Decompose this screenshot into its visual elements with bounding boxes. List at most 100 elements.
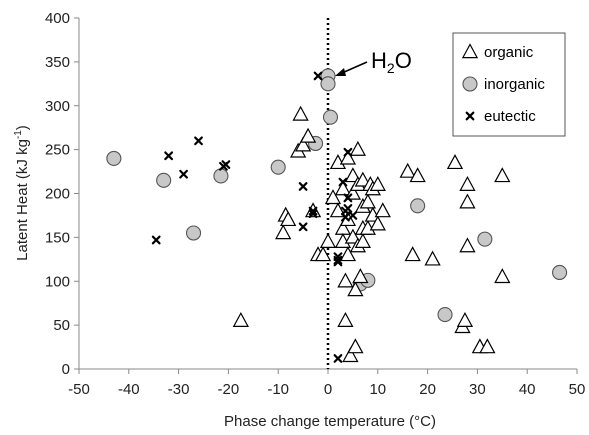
organic-point — [339, 149, 357, 165]
inorganic-point — [270, 159, 286, 175]
organic-point — [342, 347, 359, 363]
inorganic-point — [552, 264, 568, 281]
y-tick-label: 300 — [45, 98, 70, 115]
data-marks — [106, 68, 568, 363]
organic-point — [280, 211, 297, 227]
annotation-label-end: O — [395, 48, 412, 73]
y-axis: 0 50 100 150 200 250 300 350 400 — [45, 10, 79, 378]
organic-point — [347, 338, 364, 354]
eutectic-point — [343, 193, 353, 203]
water-annotation: H2O — [335, 48, 412, 76]
legend-marker-organic — [461, 43, 479, 59]
y-tick-label: 100 — [45, 273, 70, 290]
eutectic-point — [221, 160, 231, 169]
organic-point — [324, 189, 342, 205]
organic-point — [399, 162, 416, 178]
organic-point — [459, 237, 476, 253]
legend-label-organic: organic — [484, 44, 534, 61]
organic-point — [369, 175, 386, 191]
organic-point — [347, 281, 364, 297]
inorganic-point — [213, 168, 229, 184]
y-tick-label: 50 — [53, 317, 70, 334]
inorganic-point — [322, 109, 339, 125]
organic-point — [404, 246, 421, 262]
organic-point — [344, 167, 362, 183]
inorganic-point — [437, 307, 453, 323]
eutectic-point — [308, 206, 318, 216]
eutectic-point — [308, 209, 318, 219]
eutectic-point — [164, 151, 174, 161]
legend-marker-eutectic — [465, 111, 475, 121]
y-tick-label: 0 — [62, 361, 70, 378]
y-axis-title-end: ) — [14, 125, 31, 130]
organic-point — [409, 167, 426, 183]
eutectic-point — [341, 212, 350, 222]
x-tick-label: -20 — [218, 381, 240, 398]
y-axis-title-main: Latent Heat (kJ kg — [14, 139, 31, 261]
organic-point — [459, 175, 476, 191]
organic-point — [337, 311, 354, 327]
x-tick-label: 30 — [469, 381, 486, 398]
organic-point — [292, 105, 309, 121]
x-tick-label: 20 — [419, 381, 436, 398]
organic-point — [232, 311, 249, 327]
eutectic-point — [333, 354, 343, 363]
eutectic-point — [348, 211, 358, 220]
organic-point — [319, 233, 337, 248]
eutectic-point — [333, 257, 343, 267]
series-organic — [232, 105, 511, 363]
organic-point — [456, 311, 474, 327]
x-tick-label: -50 — [68, 381, 90, 398]
eutectic-point — [343, 147, 353, 157]
eutectic-point — [298, 222, 308, 232]
organic-point — [354, 171, 371, 187]
y-tick-label: 350 — [45, 54, 70, 71]
annotation-label: H2O — [371, 48, 412, 76]
x-tick-label: 50 — [569, 381, 586, 398]
organic-point — [344, 228, 362, 244]
legend-label-eutectic: eutectic — [484, 108, 536, 125]
organic-point — [275, 224, 292, 240]
x-axis: -50 -40 -30 -20 -10 0 10 20 30 40 50 — [68, 369, 585, 398]
organic-point — [337, 272, 354, 288]
inorganic-point — [410, 198, 426, 214]
eutectic-point — [313, 71, 323, 81]
eutectic-point — [151, 235, 161, 245]
organic-point — [314, 246, 332, 262]
y-axis-title-superscript: -1 — [13, 130, 24, 139]
y-axis-title: Latent Heat (kJ kg-1) — [13, 125, 31, 261]
organic-point — [339, 246, 357, 262]
organic-point — [299, 127, 317, 143]
organic-point — [446, 154, 464, 170]
eutectic-point — [179, 169, 188, 179]
organic-point — [374, 202, 391, 218]
legend-label-inorganic: inorganic — [484, 76, 545, 93]
x-tick-label: 0 — [324, 381, 332, 398]
inorganic-point — [185, 225, 202, 241]
series-eutectic — [151, 71, 358, 363]
organic-point — [294, 136, 312, 152]
inorganic-point — [156, 172, 172, 188]
organic-point — [354, 233, 371, 248]
eutectic-point — [298, 182, 308, 191]
organic-point — [494, 268, 511, 284]
inorganic-point — [106, 150, 122, 166]
eutectic-point — [338, 177, 348, 187]
x-tick-label: -40 — [118, 381, 140, 398]
inorganic-point — [320, 76, 336, 92]
y-tick-label: 250 — [45, 142, 70, 159]
x-tick-label: -10 — [267, 381, 289, 398]
organic-point — [349, 140, 367, 156]
annotation-arrow-shaft — [341, 61, 368, 74]
x-tick-label: 40 — [519, 381, 536, 398]
annotation-label-main: H — [371, 48, 387, 73]
organic-point — [334, 180, 352, 196]
x-tick-label: -30 — [168, 381, 190, 398]
y-tick-label: 200 — [45, 186, 70, 203]
organic-point — [369, 215, 386, 231]
y-tick-label: 150 — [45, 229, 70, 246]
annotation-label-subscript: 2 — [387, 60, 395, 76]
y-tick-label: 400 — [45, 10, 70, 27]
inorganic-point — [477, 231, 493, 247]
